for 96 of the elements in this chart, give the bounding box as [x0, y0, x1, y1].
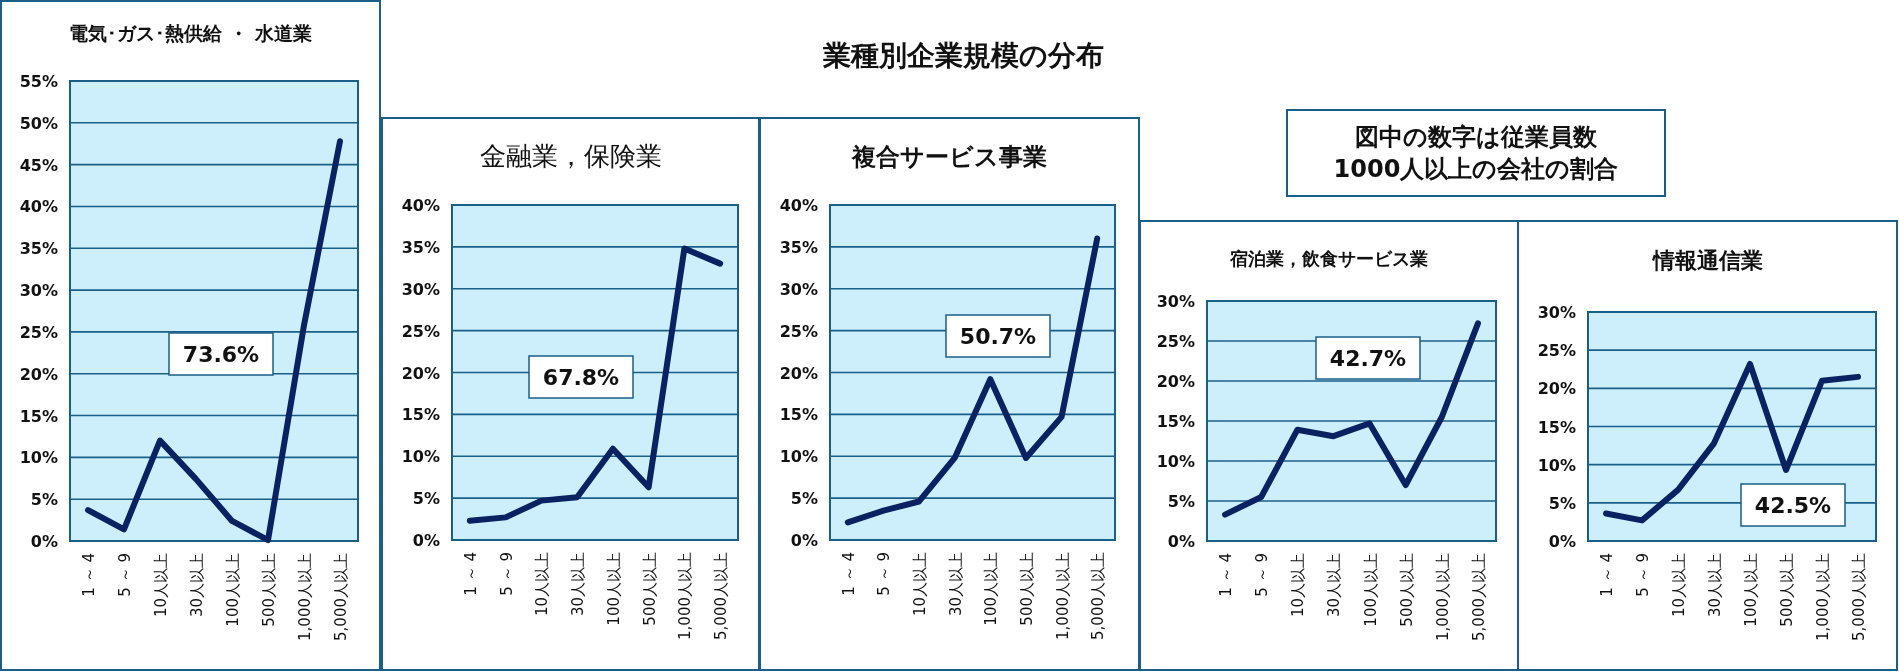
y-tick-label: 35% [401, 237, 440, 257]
x-tick-label: 30人以上 [188, 553, 206, 618]
x-tick-label: 5,000人以上 [1089, 552, 1108, 640]
annotation: 73.6% [182, 342, 260, 367]
y-tick-label: 55% [19, 72, 58, 91]
y-tick-label: 0% [412, 531, 440, 550]
y-tick-label: 40% [19, 197, 58, 217]
annotation: 42.5% [1754, 493, 1832, 518]
x-tick-label: 30人以上 [1325, 553, 1344, 618]
x-tick-label: 1,000人以上 [676, 552, 695, 640]
x-tick-label: 100人以上 [224, 553, 242, 627]
chart-title: 情報通信業 [1650, 248, 1763, 273]
y-tick-label: 30% [19, 281, 58, 301]
y-tick-label: 5% [30, 490, 58, 510]
y-tick-label: 20% [401, 363, 440, 383]
chart-title: 複合サービス事業 [851, 143, 1047, 171]
x-tick-label: 30人以上 [569, 552, 588, 617]
y-tick-label: 5% [790, 489, 818, 509]
y-tick-label: 0% [1548, 532, 1576, 551]
y-tick-label: 35% [19, 239, 58, 259]
x-tick-label: 500人以上 [1778, 553, 1796, 627]
y-tick-label: 25% [779, 321, 818, 341]
chart-title: 金融業，保険業 [479, 141, 662, 171]
x-tick-label: 100人以上 [1742, 553, 1760, 627]
y-tick-label: 35% [779, 237, 818, 257]
x-tick-label: 500人以上 [1017, 552, 1036, 626]
x-tick-label: 10人以上 [1670, 553, 1688, 618]
y-tick-label: 25% [19, 322, 58, 342]
x-tick-label: 100人以上 [982, 552, 1001, 626]
x-tick-label: 1 ～ 4 [1598, 553, 1616, 597]
text: 業種別企業規模の分布 [821, 39, 1104, 72]
y-tick-label: 40% [779, 196, 818, 215]
chart-title: 電気･ガス･熱供給 ・ 水道業 [69, 22, 312, 44]
x-tick-label: 1,000人以上 [296, 553, 314, 641]
y-tick-label: 5% [1548, 493, 1576, 513]
x-tick-label: 10人以上 [911, 552, 930, 617]
y-tick-label: 25% [1537, 341, 1576, 361]
y-tick-label: 30% [1537, 303, 1576, 322]
x-tick-label: 5,000人以上 [332, 553, 350, 641]
x-tick-label: 500人以上 [260, 553, 278, 627]
y-tick-label: 45% [19, 155, 58, 175]
x-tick-label: 5 ～ 9 [875, 552, 894, 596]
y-tick-label: 20% [19, 364, 58, 384]
x-tick-label: 1,000人以上 [1053, 552, 1072, 640]
y-tick-label: 10% [1537, 455, 1576, 475]
x-tick-label: 5,000人以上 [1469, 553, 1488, 641]
x-tick-label: 5,000人以上 [712, 552, 731, 640]
annotation: 42.7% [1329, 346, 1407, 371]
x-tick-label: 1 ～ 4 [461, 552, 480, 596]
x-tick-label: 5,000人以上 [1850, 553, 1868, 641]
x-tick-label: 5 ～ 9 [1253, 553, 1272, 597]
y-tick-label: 10% [401, 447, 440, 467]
y-tick-label: 15% [401, 405, 440, 425]
annotation: 67.8% [542, 365, 620, 390]
x-tick-label: 5 ～ 9 [497, 552, 516, 596]
x-tick-label: 5 ～ 9 [1634, 553, 1652, 597]
y-tick-label: 5% [1167, 492, 1195, 511]
x-tick-label: 10人以上 [533, 552, 552, 617]
x-tick-label: 500人以上 [1397, 553, 1416, 627]
y-tick-label: 0% [790, 531, 818, 550]
x-tick-label: 100人以上 [1361, 553, 1380, 627]
x-tick-label: 10人以上 [1289, 553, 1308, 618]
x-tick-label: 1 ～ 4 [839, 552, 858, 596]
x-tick-label: 30人以上 [946, 552, 965, 617]
x-tick-label: 500人以上 [640, 552, 659, 626]
y-tick-label: 15% [19, 406, 58, 426]
y-tick-label: 5% [412, 489, 440, 509]
y-tick-label: 15% [779, 405, 818, 425]
y-tick-label: 10% [779, 447, 818, 467]
x-tick-label: 5 ～ 9 [116, 553, 134, 597]
y-tick-label: 25% [401, 321, 440, 341]
y-tick-label: 15% [1156, 412, 1195, 431]
y-tick-label: 10% [19, 448, 58, 468]
y-tick-label: 0% [30, 532, 58, 551]
x-tick-label: 1 ～ 4 [1217, 553, 1236, 597]
chart-title: 宿泊業，飲食サービス業 [1229, 248, 1428, 269]
text: 図中の数字は従業員数 1000人以上の会社の割合 [1333, 123, 1619, 183]
y-tick-label: 30% [401, 279, 440, 299]
y-tick-label: 15% [1537, 417, 1576, 437]
y-tick-label: 20% [1537, 379, 1576, 399]
y-tick-label: 20% [779, 363, 818, 383]
y-tick-label: 25% [1156, 332, 1195, 351]
x-tick-label: 1,000人以上 [1814, 553, 1832, 641]
annotation: 50.7% [959, 324, 1037, 349]
x-tick-label: 30人以上 [1706, 553, 1724, 618]
x-tick-label: 1 ～ 4 [80, 553, 98, 597]
y-tick-label: 30% [779, 279, 818, 299]
y-tick-label: 10% [1156, 452, 1195, 471]
y-tick-label: 0% [1167, 532, 1195, 551]
x-tick-label: 100人以上 [604, 552, 623, 626]
y-tick-label: 20% [1156, 372, 1195, 391]
x-tick-label: 10人以上 [152, 553, 170, 618]
y-tick-label: 50% [19, 113, 58, 133]
y-tick-label: 30% [1156, 292, 1195, 311]
x-tick-label: 1,000人以上 [1433, 553, 1452, 641]
y-tick-label: 40% [401, 196, 440, 215]
